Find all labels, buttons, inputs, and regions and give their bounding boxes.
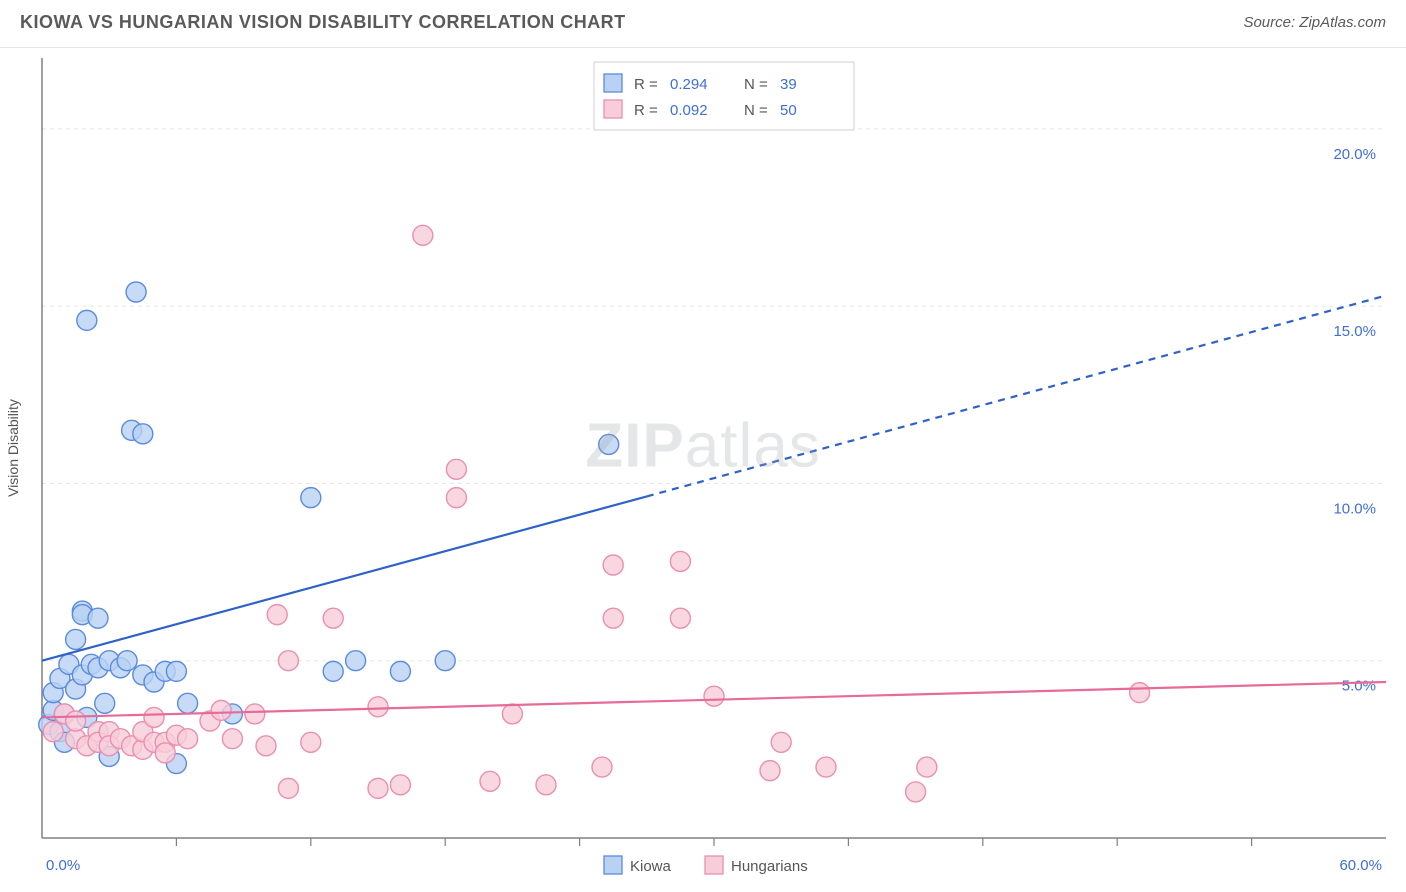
chart-title: KIOWA VS HUNGARIAN VISION DISABILITY COR… bbox=[20, 12, 626, 33]
svg-text:N =: N = bbox=[744, 102, 768, 119]
svg-text:0.0%: 0.0% bbox=[46, 857, 80, 874]
svg-text:Hungarians: Hungarians bbox=[731, 858, 808, 875]
svg-text:Vision Disability: Vision Disability bbox=[5, 399, 21, 497]
svg-text:60.0%: 60.0% bbox=[1339, 857, 1382, 874]
svg-text:10.0%: 10.0% bbox=[1333, 500, 1376, 517]
svg-text:N =: N = bbox=[744, 76, 768, 93]
svg-text:20.0%: 20.0% bbox=[1333, 146, 1376, 163]
svg-text:0.294: 0.294 bbox=[670, 76, 708, 93]
svg-text:50: 50 bbox=[780, 102, 797, 119]
svg-text:0.092: 0.092 bbox=[670, 102, 708, 119]
svg-text:R =: R = bbox=[634, 102, 658, 119]
scatter-chart: 5.0% 10.0% 15.0% 20.0% 0.0% 60.0% Vision Disab… bbox=[0, 48, 1406, 888]
svg-text:R =: R = bbox=[634, 76, 658, 93]
svg-text:Kiowa: Kiowa bbox=[630, 858, 672, 875]
svg-text:15.0%: 15.0% bbox=[1333, 323, 1376, 340]
svg-text:39: 39 bbox=[780, 76, 797, 93]
svg-text:5.0%: 5.0% bbox=[1342, 678, 1376, 695]
chart-source: Source: ZipAtlas.com bbox=[1243, 14, 1386, 31]
